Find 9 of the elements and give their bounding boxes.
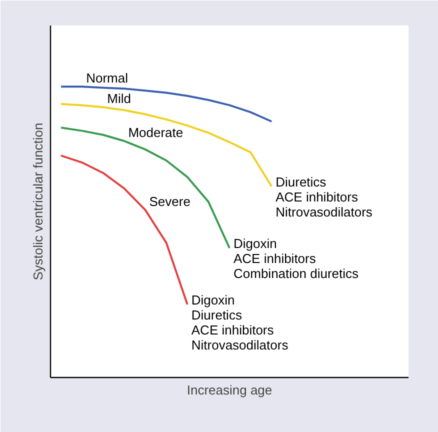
series-label: Severe	[149, 194, 190, 209]
series-label: Normal	[86, 70, 128, 86]
x-axis-title: Increasing age	[186, 382, 272, 398]
series-label: Moderate	[128, 124, 184, 140]
annotation: Diuretics ACE inhibitors Nitrovasodilators	[276, 174, 373, 220]
annotation: Digoxin Diuretics ACE inhibitors Nitrovasodilators	[191, 292, 289, 352]
annotation: Digoxin ACE inhibitors Combination diuretics	[234, 236, 360, 282]
y-axis-title: Systolic ventricular function	[30, 122, 46, 280]
series-label: Mild	[107, 91, 131, 106]
